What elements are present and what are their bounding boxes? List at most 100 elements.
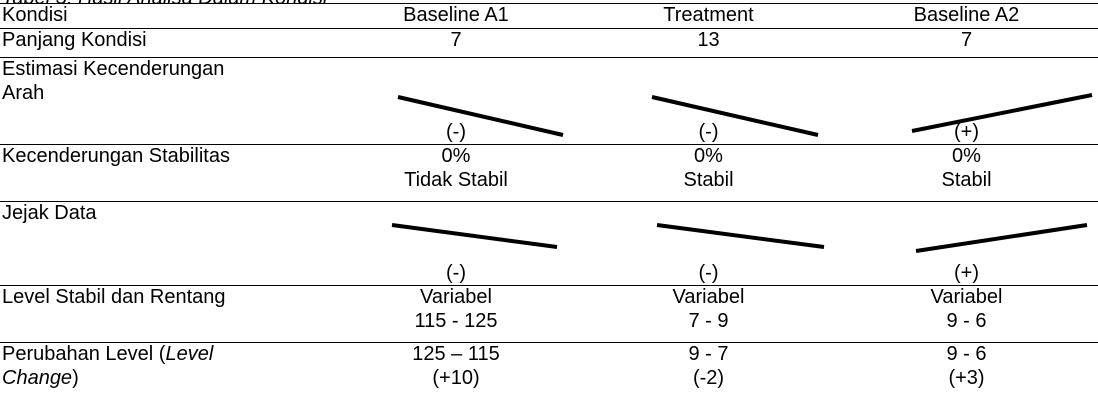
- trend-line: [911, 93, 1093, 133]
- trend-line-icon: [656, 223, 825, 249]
- label-text: Level: [165, 343, 214, 365]
- label-line: Perubahan Level (Level: [2, 342, 330, 366]
- cell-text: (-): [446, 262, 466, 284]
- cell-text: Variabel: [930, 286, 1003, 308]
- cell: (-): [582, 201, 835, 285]
- label-text: Arah: [2, 82, 45, 104]
- row-border: [0, 144, 1098, 145]
- header-cell: Baseline A1: [330, 3, 582, 28]
- label-line: Change): [2, 366, 330, 390]
- label-line: Level Stabil dan Rentang: [2, 285, 330, 309]
- cell-text: 9 - 6: [946, 343, 987, 365]
- trend-line: [915, 223, 1088, 253]
- cell-text: Tidak Stabil: [404, 169, 508, 191]
- cell-text: 9 - 7: [688, 343, 729, 365]
- header-cell: Baseline A2: [835, 3, 1098, 28]
- cell: (+): [835, 201, 1098, 285]
- row-label: Jejak Data: [0, 201, 330, 285]
- row-border: [0, 3, 1098, 4]
- cell-text-box: (+): [835, 261, 1098, 285]
- row-label: Estimasi Kecenderungan Arah: [0, 57, 330, 144]
- cell-text: (-2): [692, 367, 725, 389]
- cell: (-): [582, 57, 835, 144]
- label-text: Kecenderungan Stabilitas: [2, 145, 230, 167]
- cell-text: 13: [697, 29, 720, 51]
- cell: 9 - 6 (+3): [835, 342, 1098, 412]
- cell-text-box: (-): [330, 261, 582, 285]
- cell-text: (+): [954, 262, 979, 284]
- header-text: Kondisi: [2, 4, 68, 26]
- cell-text: Stabil: [941, 169, 992, 191]
- cell-text: (+10): [432, 367, 480, 389]
- label-text: Jejak Data: [2, 202, 97, 224]
- row-label: Perubahan Level (Level Change): [0, 342, 330, 412]
- cell: Variabel 9 - 6: [835, 285, 1098, 342]
- cell-text: 9 - 6: [946, 310, 987, 332]
- cell: Variabel 115 - 125: [330, 285, 582, 342]
- cell: 7: [835, 28, 1098, 57]
- cell-text-box: (-): [330, 120, 582, 144]
- cell: 125 – 115 (+10): [330, 342, 582, 412]
- row-border: [0, 28, 1098, 29]
- cell: 13: [582, 28, 835, 57]
- cell: (-): [330, 57, 582, 144]
- cell-text: 115 - 125: [414, 310, 498, 332]
- cell-text: (+3): [948, 367, 985, 389]
- label-text: ): [72, 367, 79, 389]
- cell: 0% Tidak Stabil: [330, 144, 582, 201]
- row-label: Kecenderungan Stabilitas: [0, 144, 330, 201]
- header-text: Baseline A1: [403, 4, 509, 26]
- cell: (+): [835, 57, 1098, 144]
- cell-text: 7: [450, 29, 462, 51]
- label-line: Jejak Data: [2, 201, 330, 225]
- trend-line: [656, 223, 825, 249]
- trend-line-icon: [391, 223, 558, 249]
- label-text: Perubahan Level (: [2, 343, 166, 365]
- label-text: Change: [2, 367, 73, 389]
- row-label: Level Stabil dan Rentang: [0, 285, 330, 342]
- header-text: Treatment: [663, 4, 754, 26]
- trend-line: [391, 223, 558, 249]
- row-border: [0, 201, 1098, 202]
- cell-text: (-): [698, 262, 719, 284]
- cell: 7: [330, 28, 582, 57]
- cell-text-box: (-): [582, 261, 835, 285]
- cell: 0% Stabil: [582, 144, 835, 201]
- cell-text: 0%: [952, 145, 981, 167]
- header-cell: Treatment: [582, 3, 835, 28]
- trend-line-icon: [911, 93, 1093, 133]
- cell: 9 - 7 (-2): [582, 342, 835, 412]
- cell-text: 0%: [441, 145, 471, 167]
- label-line: Panjang Kondisi: [2, 28, 330, 52]
- trend-line-icon: [915, 223, 1088, 253]
- trend-line: [651, 95, 819, 137]
- label-text: Panjang Kondisi: [2, 29, 147, 51]
- cell-text: (-): [446, 121, 466, 143]
- label-line: Estimasi Kecenderungan: [2, 57, 330, 81]
- cell-text: Stabil: [683, 169, 734, 191]
- cell-text: Variabel: [672, 286, 745, 308]
- row-label: Panjang Kondisi: [0, 28, 330, 57]
- cell-text: 7 - 9: [688, 310, 729, 332]
- label-line: Kecenderungan Stabilitas: [2, 144, 330, 168]
- trend-line-icon: [651, 95, 819, 137]
- cell-text: Variabel: [420, 286, 492, 308]
- cell-text-box: (+): [835, 120, 1098, 144]
- header-text: Baseline A2: [913, 4, 1020, 26]
- trend-line-icon: [397, 95, 564, 137]
- cell-text: (+): [954, 121, 979, 143]
- row-border: [0, 342, 1098, 343]
- cell-text: 7: [960, 29, 973, 51]
- label-line: Arah: [2, 81, 330, 105]
- cell-text: 0%: [694, 145, 723, 167]
- cell: (-): [330, 201, 582, 285]
- cell-text: (-): [698, 121, 719, 143]
- header-cell: Kondisi: [0, 3, 330, 28]
- trend-line: [397, 95, 564, 137]
- page: Tabel 3. Hasil Analisa Dalam Kondisi Kon…: [0, 0, 1098, 389]
- cell-text-box: (-): [582, 120, 835, 144]
- row-border: [0, 285, 1098, 286]
- table-caption: Tabel 3. Hasil Analisa Dalam Kondisi: [2, 0, 327, 10]
- label-text: Estimasi Kecenderungan: [2, 58, 225, 80]
- label-text: Level Stabil dan Rentang: [2, 286, 226, 308]
